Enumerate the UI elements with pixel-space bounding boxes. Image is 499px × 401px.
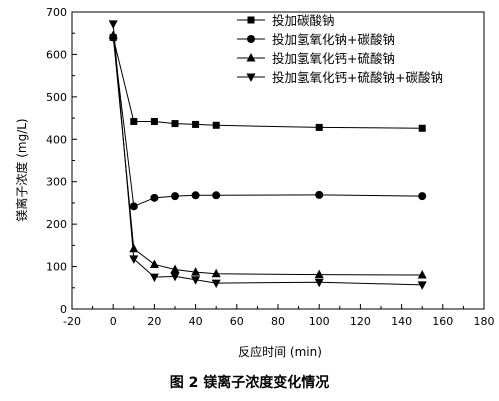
y-tick-label: 600 [46,48,67,61]
series-4-point [129,255,139,264]
figure-caption: 图 2 镁离子浓度变化情况 [169,375,330,391]
y-tick-label: 0 [60,303,67,316]
x-tick-label: 40 [189,315,203,328]
legend-marker-4 [246,73,256,82]
legend-marker-1 [247,16,255,24]
series-3-point [108,30,118,39]
series-1-point [171,120,179,128]
series-3-point [211,268,221,278]
x-tick-label: 160 [432,315,453,328]
series-2-point [315,190,324,199]
legend-marker-2 [247,35,255,43]
legend-label-3: 投加氢氧化钙+硫酸钠 [272,51,395,66]
legend-label-4: 投加氢氧化钙+硫酸钠+碳酸钠 [272,70,443,85]
plot-area: -20 0 20 40 60 80 100 120 140 160 1800100200300400… [46,6,495,328]
y-tick-label: 700 [46,6,67,19]
y-tick-label: 500 [46,91,67,104]
y-tick-label: 300 [46,176,67,189]
series-1-point [418,124,426,132]
series-1-point [212,121,220,129]
x-tick-label: 20 [147,315,161,328]
series-4-point [191,276,201,285]
series-1-point [130,117,138,125]
series-4-point [417,281,427,290]
series-3-point [314,269,324,279]
series-line-4 [112,23,423,286]
x-tick-label: 60 [230,315,244,328]
y-tick-label: 100 [46,261,67,274]
x-tick-label: 140 [391,315,412,328]
series-3-point [170,264,180,274]
series-2-point [191,191,200,200]
series-3-point [191,267,201,276]
series-2-point [171,192,179,201]
series-2-point [418,192,427,201]
legend-label-2: 投加氢氧化钠+碳酸钠 [272,32,395,47]
series-3-point [129,243,139,253]
legend-marker-3 [246,53,256,62]
x-tick-label: 0 [110,315,117,328]
legend-label-1: 投加碳酸钠 [272,13,335,28]
series-4-point [314,278,324,288]
x-tick-label: 120 [350,315,371,328]
series-4-point [211,279,221,289]
y-axis-label: 镁离子浓度 (mg/L) [14,118,29,221]
y-tick-label: 200 [46,218,67,231]
x-axis-label: 反应时间 (min) [238,344,322,359]
series-2-point [150,193,159,202]
series-3-point [149,259,159,268]
x-tick-label: 100 [309,315,330,328]
series-2-point [212,191,221,200]
series-4-point [149,273,159,283]
series-1-point [192,120,200,128]
x-tick-label: -20 [63,315,81,328]
series-4-point [170,272,180,282]
series-3-point [417,270,427,279]
series-1-point [315,123,323,131]
series-4-point [108,20,118,29]
x-tick-label: 80 [271,315,285,328]
series-2-point [129,202,138,211]
y-tick-label: 400 [46,133,67,146]
x-tick-label: 180 [474,315,495,328]
series-1-point [150,117,158,125]
